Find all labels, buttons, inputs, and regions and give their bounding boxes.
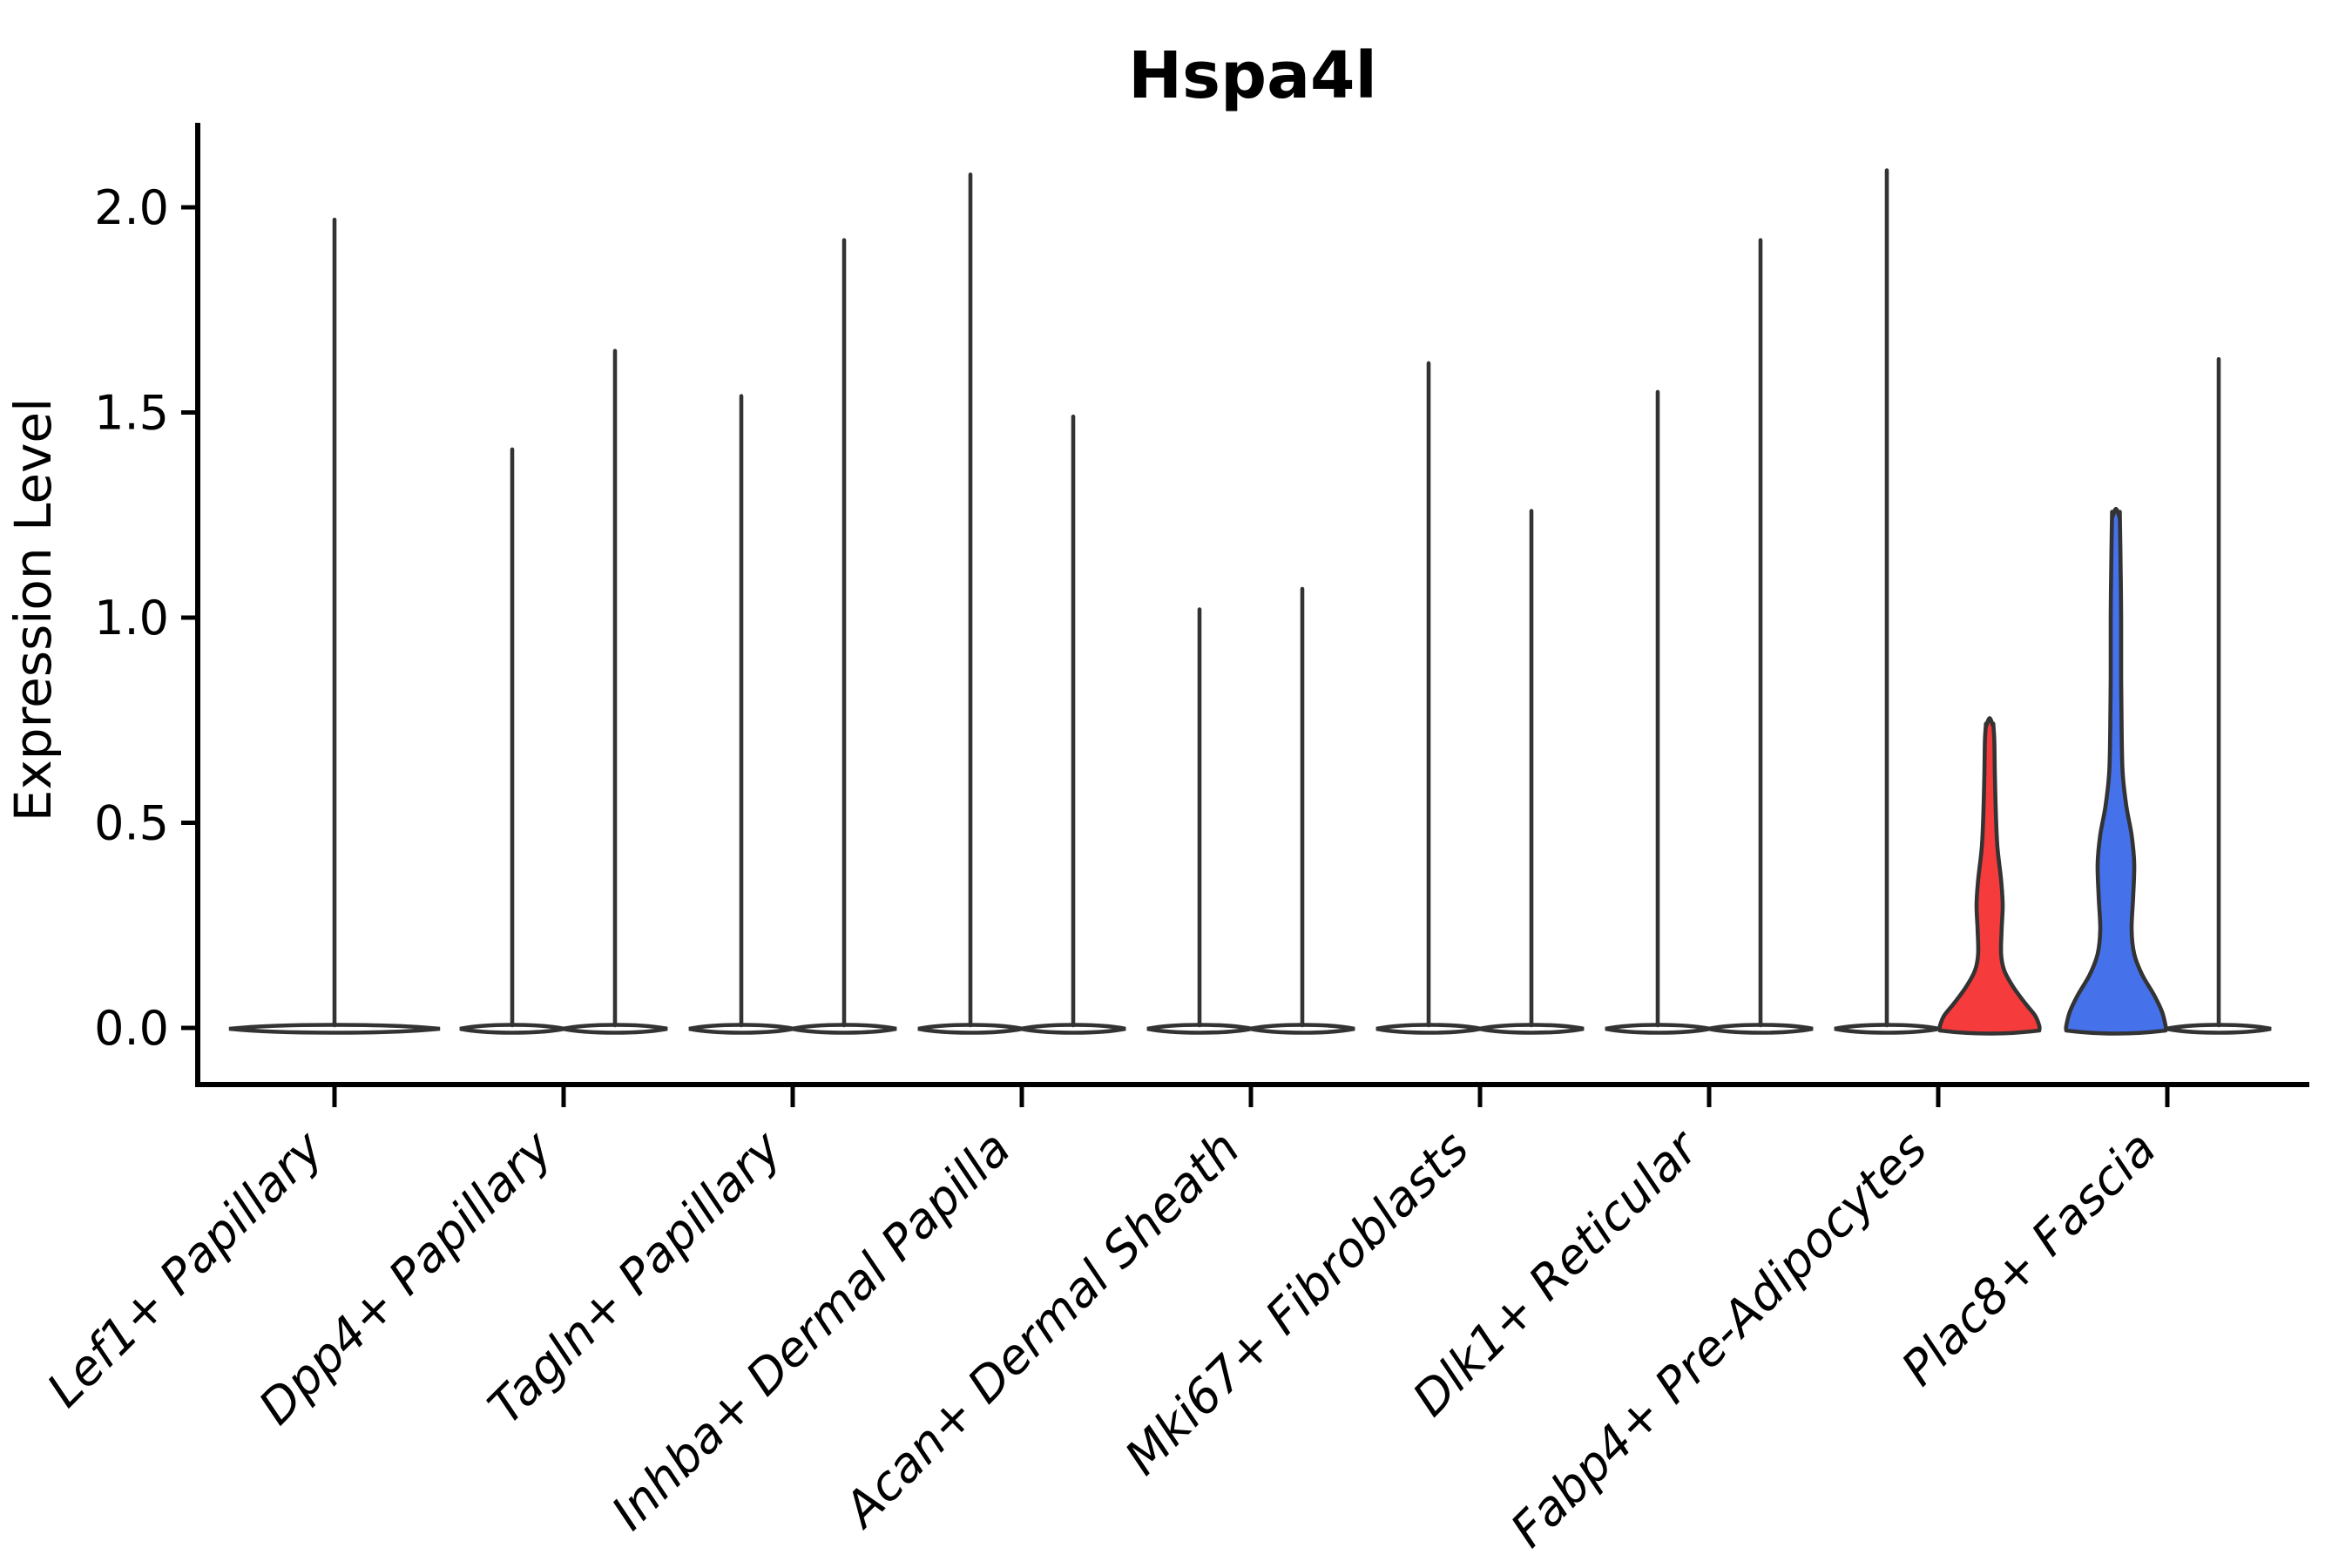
y-tick-label-1: 0.5 — [94, 796, 169, 851]
violin-0-center-base — [228, 1023, 441, 1035]
y-tick-label-4: 2.0 — [94, 180, 169, 235]
x-tick-label-3: Inhba+ Dermal Papilla — [601, 1120, 1021, 1540]
violin-1-right-base — [562, 1023, 668, 1035]
violin-7-right — [1937, 716, 2042, 1036]
x-tick-label-4: Acan+ Dermal Sheath — [832, 1120, 1251, 1539]
violin-4-right-base — [1249, 1023, 1355, 1035]
chart-title: Hspa4l — [1128, 38, 1377, 113]
y-tick-label-0: 0.0 — [94, 1001, 169, 1056]
violin-3-right-base — [1020, 1023, 1126, 1035]
y-tick-label-2: 1.0 — [94, 591, 169, 645]
y-axis-label: Expression Level — [3, 398, 63, 821]
y-tick-label-3: 1.5 — [94, 386, 169, 441]
violin-8-left — [2064, 506, 2168, 1036]
violin-8-right-base — [2166, 1023, 2272, 1035]
x-tick-label-7: Fabp4+ Pre-Adipocytes — [1500, 1120, 1937, 1558]
violin-2-right-base — [791, 1023, 897, 1035]
violin-5-right-base — [1478, 1023, 1585, 1035]
violin-6-right-base — [1707, 1023, 1814, 1035]
